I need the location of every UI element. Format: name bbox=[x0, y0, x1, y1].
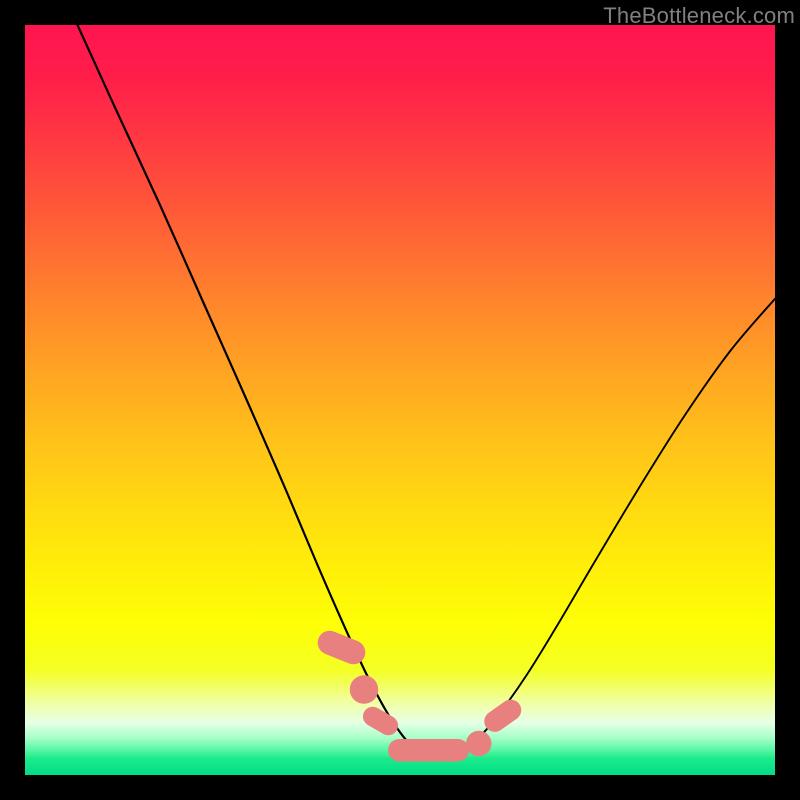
gradient-background bbox=[25, 25, 775, 775]
marker-3 bbox=[388, 739, 469, 762]
marker-4 bbox=[466, 731, 492, 757]
marker-1 bbox=[350, 675, 379, 704]
bottleneck-chart bbox=[25, 25, 775, 775]
watermark-text: TheBottleneck.com bbox=[603, 3, 795, 29]
